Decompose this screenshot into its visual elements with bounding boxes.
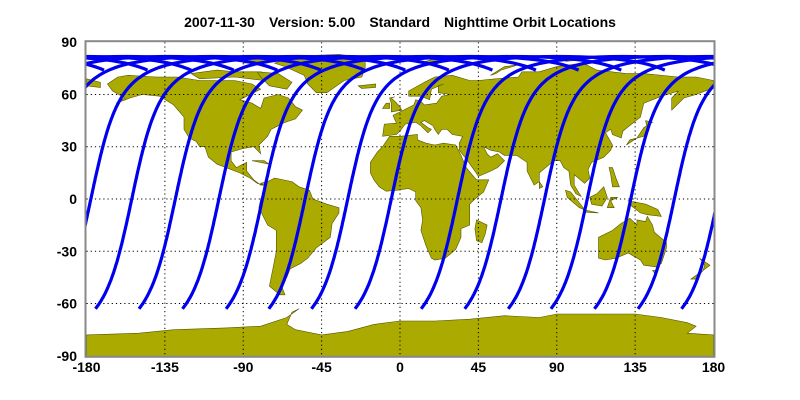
y-tick-label: -60 <box>57 296 77 312</box>
title-text: Nighttime Orbit Locations <box>444 14 616 30</box>
land-cuba <box>251 160 270 165</box>
land-masses <box>86 54 714 356</box>
land-australia <box>598 215 667 268</box>
land-novaya-zemlya <box>490 64 519 76</box>
title-date: 2007-11-30 <box>184 14 255 30</box>
grid-lines <box>86 42 714 356</box>
plot-frame <box>84 40 716 358</box>
orbit-track-7 <box>353 54 666 310</box>
x-tick-label: 180 <box>702 359 726 375</box>
x-axis-ticks: -180 -135 -90 -45 0 45 90 135 180 <box>72 359 725 375</box>
orbit-track-3 <box>181 54 494 310</box>
land-britain <box>389 96 403 113</box>
y-tick-label: 30 <box>61 139 77 155</box>
orbit-track-0 <box>86 54 366 227</box>
y-tick-label: -90 <box>57 348 77 364</box>
orbit-track-13 <box>86 54 322 89</box>
orbit-track-9 <box>463 54 714 310</box>
x-tick-label: -135 <box>151 359 179 375</box>
orbit-track-1 <box>94 54 406 310</box>
x-tick-label: -45 <box>312 359 332 375</box>
orbit-track-5 <box>267 54 580 310</box>
land-ireland <box>382 102 390 109</box>
y-tick-label: 0 <box>69 191 77 207</box>
x-tick-label: 135 <box>623 359 647 375</box>
x-tick-label: -180 <box>72 359 100 375</box>
orbit-track-2 <box>137 54 450 310</box>
orbit-track-2 <box>766 57 800 309</box>
orbit-track-7 <box>0 57 38 309</box>
orbit-tracks <box>0 54 800 310</box>
land-japan <box>626 120 654 146</box>
y-axis-ticks: 90 60 30 0 -30 -60 -90 <box>57 34 77 364</box>
orbit-track-4 <box>224 54 537 310</box>
title-version: Version: 5.00 <box>268 14 356 30</box>
land-philippines <box>608 167 620 188</box>
land-sri-lanka <box>538 180 544 189</box>
land-baffin <box>256 71 293 90</box>
x-tick-label: 45 <box>471 359 487 375</box>
orbit-track-8 <box>86 62 105 72</box>
orbit-track-8 <box>419 54 714 310</box>
land-sumatra <box>565 189 586 211</box>
orbit-track-6 <box>310 54 622 310</box>
orbit-track-11 <box>549 56 714 310</box>
x-tick-label: -90 <box>233 359 253 375</box>
orbit-track-1 <box>723 57 800 309</box>
orbit-track-12 <box>593 61 714 310</box>
land-borneo <box>589 186 608 207</box>
orbit-track-0 <box>680 211 714 310</box>
orbit-track-13 <box>636 83 714 310</box>
y-tick-label: 60 <box>61 86 77 102</box>
title-product: Standard <box>369 14 431 30</box>
chart-title: 2007-11-30 Version: 5.00 Standard Nighttime… <box>0 14 800 30</box>
land-sulawesi <box>606 197 618 208</box>
land-new-guinea <box>627 200 662 217</box>
land-north-america <box>106 74 303 186</box>
land-eurasia <box>382 62 714 198</box>
y-tick-label: -30 <box>57 243 77 259</box>
x-tick-label: 90 <box>549 359 565 375</box>
land-madagascar <box>474 219 488 243</box>
orbit-track-10 <box>506 54 714 310</box>
y-tick-label: 90 <box>61 34 77 50</box>
x-tick-label: 0 <box>396 359 404 375</box>
land-iceland <box>357 83 376 89</box>
